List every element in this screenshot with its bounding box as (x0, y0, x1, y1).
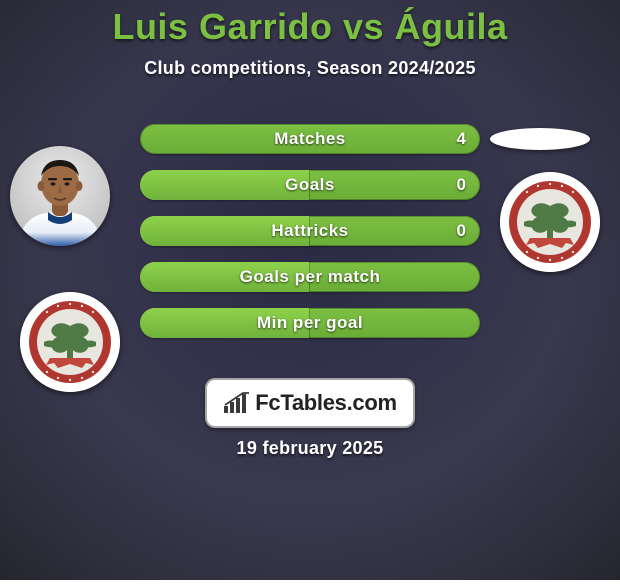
stat-bar: Matches4 (140, 124, 480, 154)
stat-value: 4 (457, 124, 466, 154)
site-logo: FcTables.com (205, 378, 415, 428)
opponent-avatar-placeholder (490, 128, 590, 150)
stat-bar: Hattricks0 (140, 216, 480, 246)
stat-bar: Goals per match (140, 262, 480, 292)
opponent-club-badge (500, 172, 600, 272)
stats-bars: Matches4Goals0Hattricks0Goals per matchM… (140, 124, 480, 354)
club-badge-icon (500, 172, 600, 272)
page-subtitle: Club competitions, Season 2024/2025 (0, 58, 620, 79)
stat-value: 0 (457, 170, 466, 200)
player-avatar (10, 146, 110, 246)
stat-value: 0 (457, 216, 466, 246)
page-title: Luis Garrido vs Águila (0, 0, 620, 48)
player-club-badge (20, 292, 120, 392)
site-logo-text: FcTables.com (255, 390, 396, 416)
chart-icon (223, 392, 251, 414)
stat-label: Goals (140, 170, 480, 200)
stat-label: Min per goal (140, 308, 480, 338)
comparison-date: 19 february 2025 (0, 438, 620, 459)
avatar-icon (10, 146, 110, 246)
club-badge-icon (20, 292, 120, 392)
stat-label: Hattricks (140, 216, 480, 246)
stat-bar: Goals0 (140, 170, 480, 200)
stat-bar: Min per goal (140, 308, 480, 338)
stat-label: Matches (140, 124, 480, 154)
stat-label: Goals per match (140, 262, 480, 292)
